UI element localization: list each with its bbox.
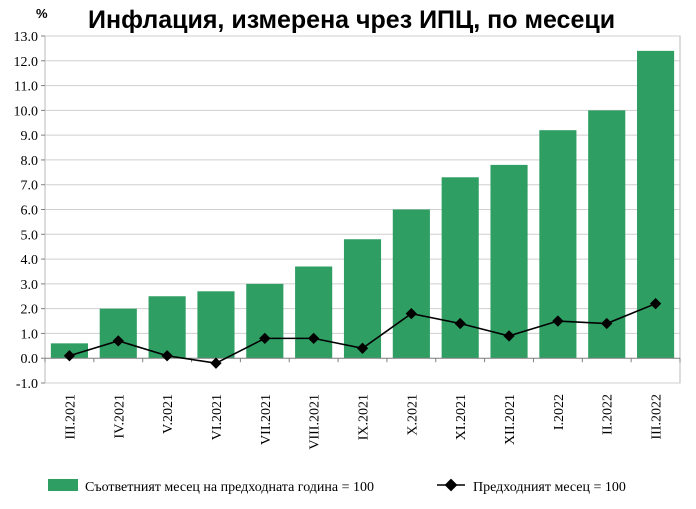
y-tick-label: 4.0	[21, 253, 39, 268]
line-point	[307, 332, 320, 345]
x-tick-label: IV.2021	[112, 394, 127, 438]
y-tick-label: 8.0	[21, 154, 39, 169]
y-tick-label: 9.0	[21, 129, 39, 144]
y-tick-label: 13.0	[14, 30, 39, 45]
x-tick-label: II.2022	[601, 394, 616, 435]
line-point	[405, 307, 418, 320]
bar	[490, 164, 528, 359]
line-point	[503, 330, 515, 342]
x-tick-label: IX.2021	[357, 394, 372, 440]
y-axis-unit: %	[36, 6, 48, 21]
bar-series	[50, 50, 675, 359]
y-tick-label: 11.0	[14, 80, 38, 95]
x-tick-label: III.2022	[650, 394, 665, 440]
bar	[392, 209, 430, 359]
x-tick-label: XII.2021	[503, 394, 518, 445]
y-tick-label: 3.0	[21, 278, 39, 293]
y-tick-label: 10.0	[14, 104, 39, 119]
bar	[148, 296, 186, 359]
legend-line-label: Предходният месец = 100	[473, 480, 626, 495]
line-point	[649, 298, 662, 310]
line-point	[161, 350, 173, 362]
x-tick-label: III.2021	[63, 394, 78, 440]
y-tick-label: 0.0	[21, 352, 39, 367]
bar	[441, 177, 479, 359]
line-point	[210, 357, 222, 369]
bar	[588, 110, 626, 359]
y-tick-label: 6.0	[21, 204, 39, 219]
bar	[295, 266, 333, 359]
x-tick-label: VII.2021	[259, 394, 274, 445]
x-tick-label: VI.2021	[210, 394, 225, 440]
x-tick-label: VIII.2021	[308, 394, 323, 450]
y-tick-label: 5.0	[21, 228, 39, 243]
legend-bar-label: Съответният месец на предходната година …	[85, 480, 374, 495]
y-tick-labels: 13.0 12.0 11.0 10.0 9.0 8.0 7.0 6.0 5.0 4.0 3.0 2.0…	[14, 30, 39, 392]
x-tick-label: X.2021	[405, 394, 420, 436]
line-point	[356, 342, 369, 354]
zero-line	[44, 357, 681, 363]
line-point	[259, 332, 271, 345]
bar	[99, 308, 137, 359]
x-tick-label: I.2022	[552, 394, 567, 430]
line-point	[601, 317, 613, 330]
bar	[197, 291, 235, 359]
bar	[637, 50, 675, 359]
x-tick-label: XI.2021	[454, 394, 469, 440]
bar	[246, 283, 284, 359]
legend-line-marker	[444, 478, 458, 492]
x-tick-labels: III.2021 IV.2021 V.2021 VI.2021 VII.2021 VIII…	[63, 394, 664, 450]
x-tick-label: V.2021	[161, 394, 176, 434]
legend-bar-swatch	[48, 479, 78, 491]
y-tick-label: 7.0	[21, 179, 39, 194]
y-tick-label: -1.0	[16, 377, 38, 392]
y-tick-label: 12.0	[14, 55, 39, 70]
chart-title: Инфлация, измерена чрез ИПЦ, по месеци	[88, 6, 615, 34]
y-tick-label: 1.0	[21, 327, 39, 342]
y-tick-label: 2.0	[21, 303, 39, 318]
legend: Съответният месец на предходната година …	[48, 478, 626, 495]
bar	[343, 239, 382, 359]
line-point	[454, 317, 466, 330]
line-point	[552, 315, 564, 327]
